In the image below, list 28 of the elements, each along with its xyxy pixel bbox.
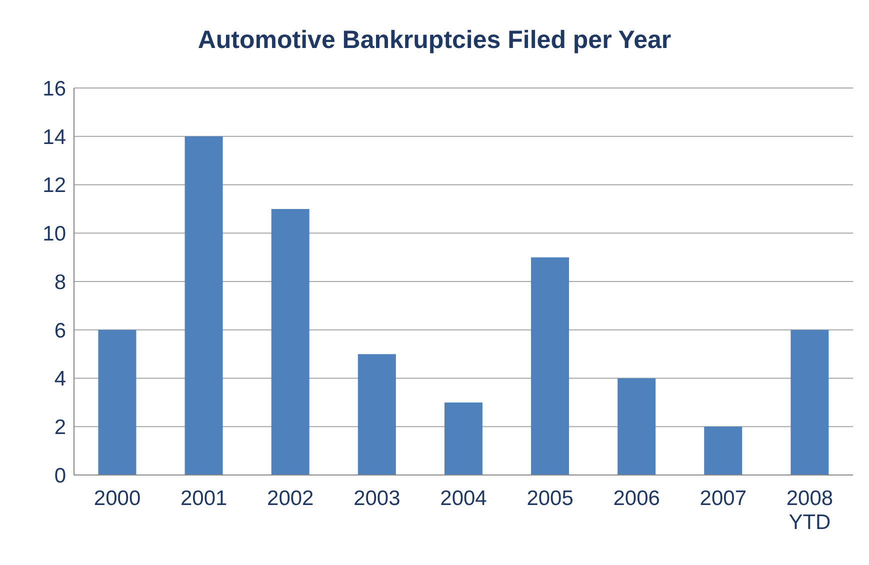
x-tick-label: 2006 — [613, 487, 660, 510]
x-tick-label: 2001 — [180, 487, 228, 510]
chart-title: Automotive Bankruptcies Filed per Year — [196, 26, 672, 55]
x-tick-label: 2005 — [526, 487, 574, 510]
y-tick-label: 10 — [42, 222, 66, 246]
x-tick-label: 2003 — [354, 487, 400, 510]
x-tick-label: 2007 — [700, 487, 747, 510]
bar — [618, 378, 656, 475]
y-tick-label: 14 — [42, 126, 66, 149]
y-tick-label: 0 — [54, 464, 66, 488]
bar — [531, 257, 570, 475]
bar — [358, 354, 396, 475]
x-tick-label: 2002 — [267, 487, 314, 510]
y-tick-label: 12 — [42, 174, 66, 198]
y-tick-label: 8 — [54, 270, 66, 294]
bar — [98, 330, 136, 475]
y-tick-label: 2 — [54, 416, 66, 440]
bar — [704, 426, 742, 475]
bar — [184, 136, 223, 475]
bar — [790, 330, 829, 475]
bar — [444, 402, 482, 475]
x-tick-label: 2000 — [94, 487, 141, 510]
bar — [271, 208, 310, 475]
y-tick-label: 6 — [54, 319, 66, 342]
x-tick-label: 2008 YTD — [786, 487, 834, 534]
y-tick-label: 4 — [54, 368, 66, 391]
y-tick-label: 16 — [42, 77, 66, 100]
x-tick-label: 2004 — [440, 487, 488, 510]
